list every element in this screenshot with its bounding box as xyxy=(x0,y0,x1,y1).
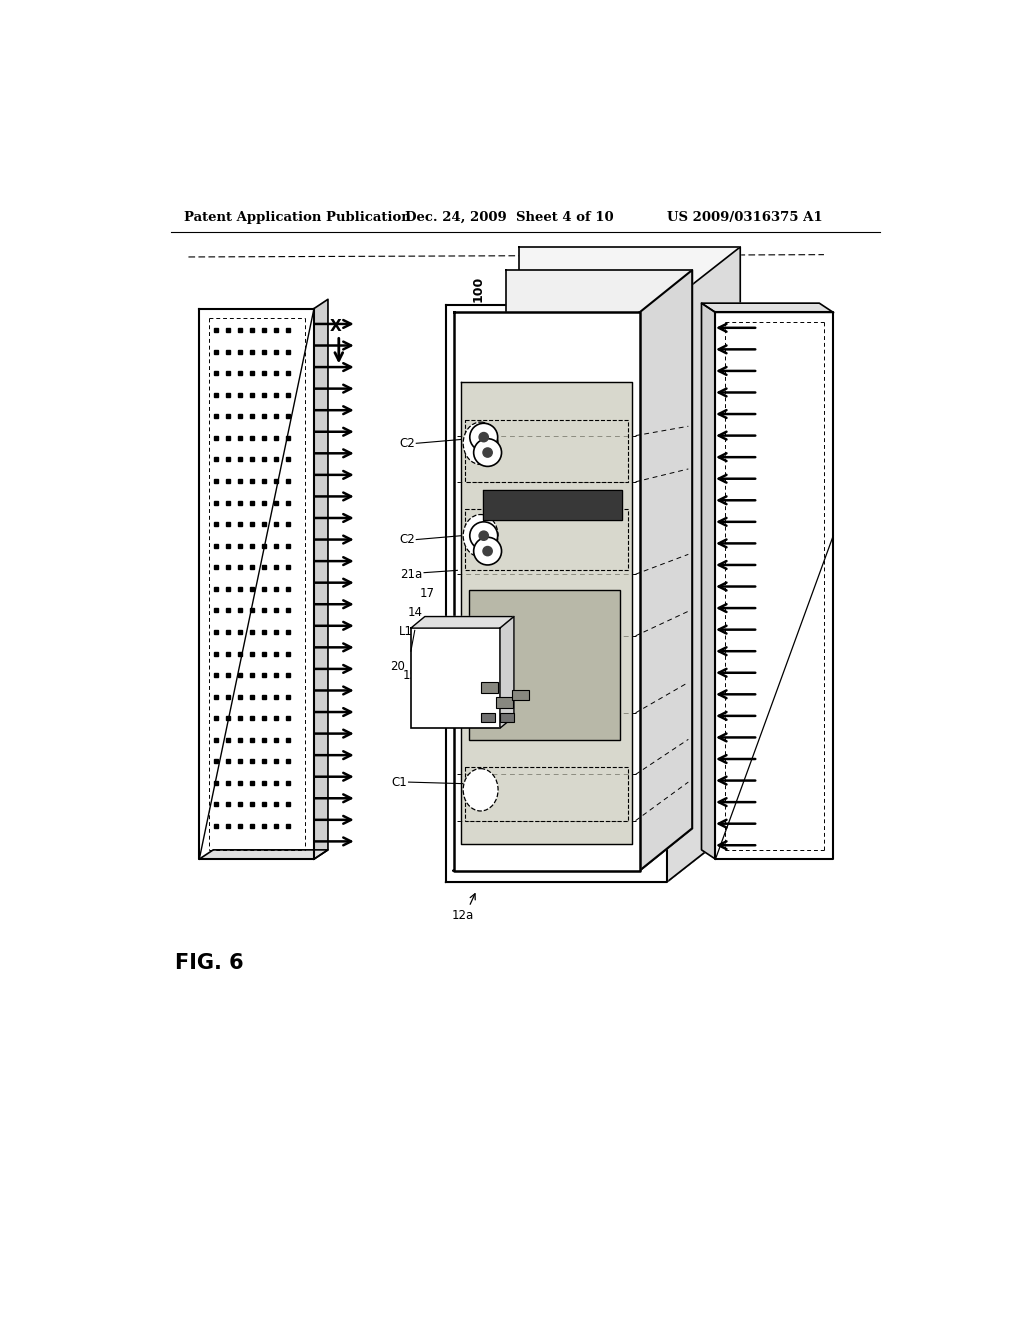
Ellipse shape xyxy=(463,422,498,465)
Text: 17: 17 xyxy=(420,587,435,601)
Text: 18: 18 xyxy=(529,506,545,519)
Text: C2: C2 xyxy=(399,533,415,546)
Text: C1: C1 xyxy=(391,776,407,788)
Bar xyxy=(500,713,514,722)
Polygon shape xyxy=(445,305,667,882)
Polygon shape xyxy=(506,271,692,829)
Polygon shape xyxy=(701,304,834,313)
Circle shape xyxy=(483,546,493,556)
Text: 20: 20 xyxy=(390,660,406,673)
Polygon shape xyxy=(667,247,740,882)
Text: D1: D1 xyxy=(545,543,561,556)
Circle shape xyxy=(470,424,498,451)
Text: 15: 15 xyxy=(402,669,417,682)
Ellipse shape xyxy=(463,515,498,557)
Text: 100: 100 xyxy=(472,276,484,302)
Ellipse shape xyxy=(463,768,498,810)
Text: X: X xyxy=(330,318,342,334)
Polygon shape xyxy=(483,490,623,520)
Circle shape xyxy=(470,521,498,549)
Polygon shape xyxy=(200,850,328,859)
Text: 21a: 21a xyxy=(400,568,423,581)
Text: FIG. 6: FIG. 6 xyxy=(175,953,244,973)
Polygon shape xyxy=(454,313,640,871)
Polygon shape xyxy=(716,313,834,859)
Polygon shape xyxy=(640,271,692,871)
Text: Patent Application Publication: Patent Application Publication xyxy=(183,211,411,224)
Bar xyxy=(469,590,621,739)
Text: 23: 23 xyxy=(558,564,573,577)
Circle shape xyxy=(483,447,493,457)
Bar xyxy=(480,682,498,693)
Bar xyxy=(411,628,500,729)
Text: 12a: 12a xyxy=(452,909,474,923)
Polygon shape xyxy=(500,616,514,729)
Polygon shape xyxy=(200,309,314,859)
Circle shape xyxy=(479,531,488,540)
Text: US 2009/0316375 A1: US 2009/0316375 A1 xyxy=(667,211,822,224)
Text: 14: 14 xyxy=(408,606,423,619)
Text: 16: 16 xyxy=(519,487,535,500)
Text: 200: 200 xyxy=(606,271,618,297)
Polygon shape xyxy=(461,381,632,843)
Text: C2: C2 xyxy=(399,437,415,450)
Polygon shape xyxy=(314,300,328,859)
Text: Dec. 24, 2009  Sheet 4 of 10: Dec. 24, 2009 Sheet 4 of 10 xyxy=(406,211,614,224)
Text: L1: L1 xyxy=(399,626,414,639)
Circle shape xyxy=(474,537,502,565)
Polygon shape xyxy=(445,825,740,882)
Bar xyxy=(512,689,528,701)
Polygon shape xyxy=(701,304,716,859)
Polygon shape xyxy=(454,829,692,871)
Bar xyxy=(496,697,513,708)
Bar xyxy=(480,713,495,722)
Circle shape xyxy=(474,438,502,466)
Circle shape xyxy=(479,433,488,442)
Polygon shape xyxy=(519,247,740,825)
Polygon shape xyxy=(411,616,514,628)
